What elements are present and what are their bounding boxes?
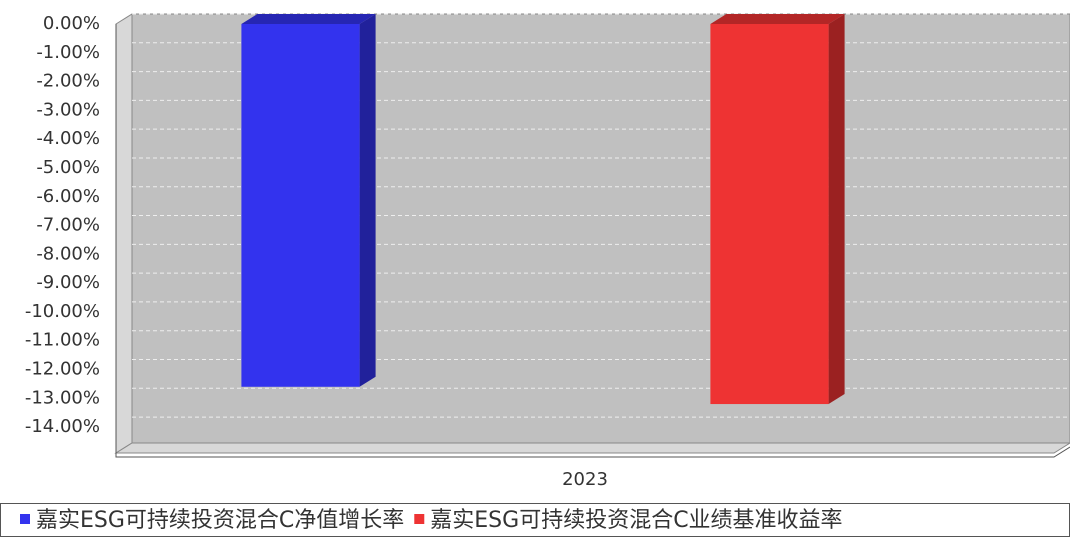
floor — [114, 442, 1070, 454]
legend-label: 嘉实ESG可持续投资混合C业绩基准收益率 — [430, 508, 842, 533]
y-tick-label: -10.00% — [25, 301, 100, 322]
y-tick-label: 0.00% — [43, 13, 100, 34]
y-tick-label: -1.00% — [36, 42, 100, 63]
side-wall — [115, 13, 133, 454]
y-tick-label: -3.00% — [36, 99, 100, 120]
y-tick-label: -7.00% — [36, 215, 100, 236]
bar-side — [359, 14, 376, 387]
y-tick-label: -6.00% — [36, 186, 100, 207]
bar — [241, 24, 360, 387]
y-tick-label: -14.00% — [25, 416, 100, 437]
y-tick-label: -5.00% — [36, 157, 100, 178]
y-tick-label: -11.00% — [25, 330, 100, 351]
y-tick-label: -9.00% — [36, 272, 100, 293]
bar-side — [828, 14, 845, 405]
y-tick-label: -12.00% — [25, 359, 100, 380]
legend-swatch — [414, 514, 425, 524]
y-tick-label: -4.00% — [36, 128, 100, 149]
y-tick-label: -8.00% — [36, 243, 100, 264]
y-tick-label: -13.00% — [25, 387, 100, 408]
x-tick-label: 2023 — [562, 469, 608, 490]
bar — [710, 24, 829, 405]
bar-top — [241, 14, 376, 24]
axis-line — [115, 24, 1070, 458]
legend-swatch — [20, 514, 30, 524]
bar-top — [710, 14, 845, 24]
legend-label: 嘉实ESG可持续投资混合C净值增长率 — [36, 508, 404, 533]
legend-box — [0, 503, 1070, 537]
y-tick-label: -2.00% — [36, 71, 100, 92]
